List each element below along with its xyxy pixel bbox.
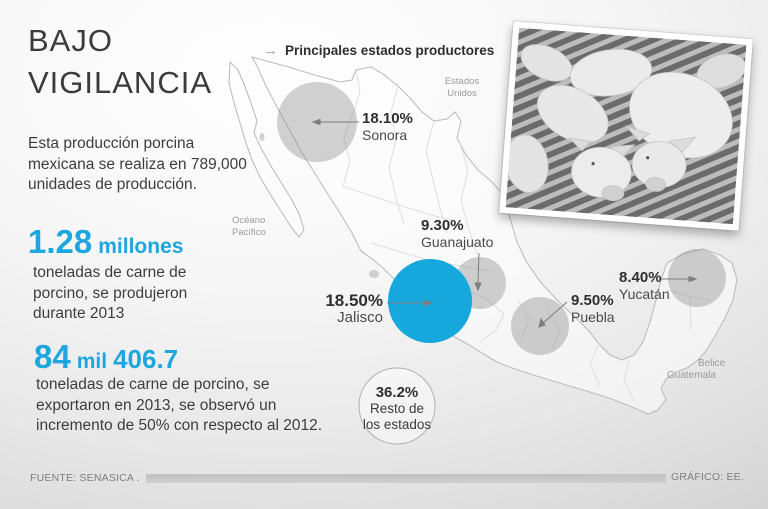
page-title-line2: VIGILANCIA xyxy=(28,65,212,100)
stat-exported: 84 mil 406.7 xyxy=(34,338,178,376)
stat-produced-value: 1.28 xyxy=(28,223,93,260)
stat-exported-unit: mil xyxy=(76,350,108,373)
bubble-jalisco xyxy=(388,259,472,343)
stat-produced-desc: toneladas de carne de porcino, se produj… xyxy=(33,264,188,322)
geo-label-pacific-line2: Pacífico xyxy=(232,226,266,238)
label-jalisco-name: Jalisco xyxy=(337,309,383,326)
stat-exported-value: 84 xyxy=(34,338,71,375)
map-legend: → Principales estados productores xyxy=(263,42,494,59)
label-puebla-pct: 9.50% xyxy=(571,292,614,309)
right-arrow-icon: → xyxy=(263,42,278,59)
stat-produced-unit: millones xyxy=(98,235,184,258)
footer-divider-bar xyxy=(146,474,666,483)
geo-label-guatemala: Guatemala xyxy=(667,370,716,381)
pig-shapes xyxy=(505,44,747,202)
bubble-yucatan xyxy=(668,249,726,307)
leader-lines xyxy=(311,118,698,328)
state-borders xyxy=(342,69,713,402)
label-yucatan: 8.40% Yucatán xyxy=(619,269,670,303)
geo-label-pacific-ocean: Océano Pacífico xyxy=(232,215,266,238)
page-title-line1: BAJO xyxy=(28,23,113,58)
label-sonora-name: Sonora xyxy=(362,127,408,143)
map-legend-label: Principales estados productores xyxy=(285,43,495,58)
island-tiburon xyxy=(259,133,265,141)
stat-exported-value2: 406.7 xyxy=(113,344,179,374)
label-sonora: 18.10% Sonora xyxy=(362,110,413,144)
label-resto-estados: 36.2% Resto de los estados xyxy=(352,385,442,432)
page-title: BAJO VIGILANCIA xyxy=(28,20,212,104)
label-resto-name-line2: los estados xyxy=(362,416,432,432)
label-yucatan-name: Yucatán xyxy=(619,286,670,302)
label-puebla-name: Puebla xyxy=(571,309,615,325)
label-guanajuato: 9.30% Guanajuato xyxy=(421,217,494,251)
pigs-photo-image xyxy=(505,27,747,225)
baja-california-outline xyxy=(228,60,305,238)
island-marias xyxy=(369,270,379,278)
label-puebla: 9.50% Puebla xyxy=(571,292,615,326)
geo-label-usa: Estados Unidos xyxy=(444,76,480,99)
label-jalisco: 18.50% Jalisco xyxy=(301,292,383,326)
stat-produced: 1.28 millones xyxy=(28,223,183,261)
bubble-resto xyxy=(358,367,436,445)
pigs-photo xyxy=(499,21,753,231)
label-guanajuato-pct: 9.30% xyxy=(421,217,464,234)
label-jalisco-pct: 18.50% xyxy=(325,291,383,310)
label-guanajuato-name: Guanajuato xyxy=(421,234,494,250)
footer-credit: GRÁFICO: EE. xyxy=(671,471,744,483)
stat-exported-desc: toneladas de carne de porcino, se export… xyxy=(36,376,323,434)
label-yucatan-pct: 8.40% xyxy=(619,269,662,286)
label-sonora-pct: 18.10% xyxy=(362,110,413,127)
geo-label-belize: Belice xyxy=(698,358,726,369)
intro-paragraph: Esta producción porcina mexicana se real… xyxy=(28,135,247,193)
geo-label-pacific-line1: Océano xyxy=(232,215,266,226)
label-resto-name-line1: Resto de xyxy=(369,401,425,416)
label-resto-pct: 36.2% xyxy=(375,384,419,401)
footer-source: FUENTE: SENASICA . xyxy=(30,472,140,484)
